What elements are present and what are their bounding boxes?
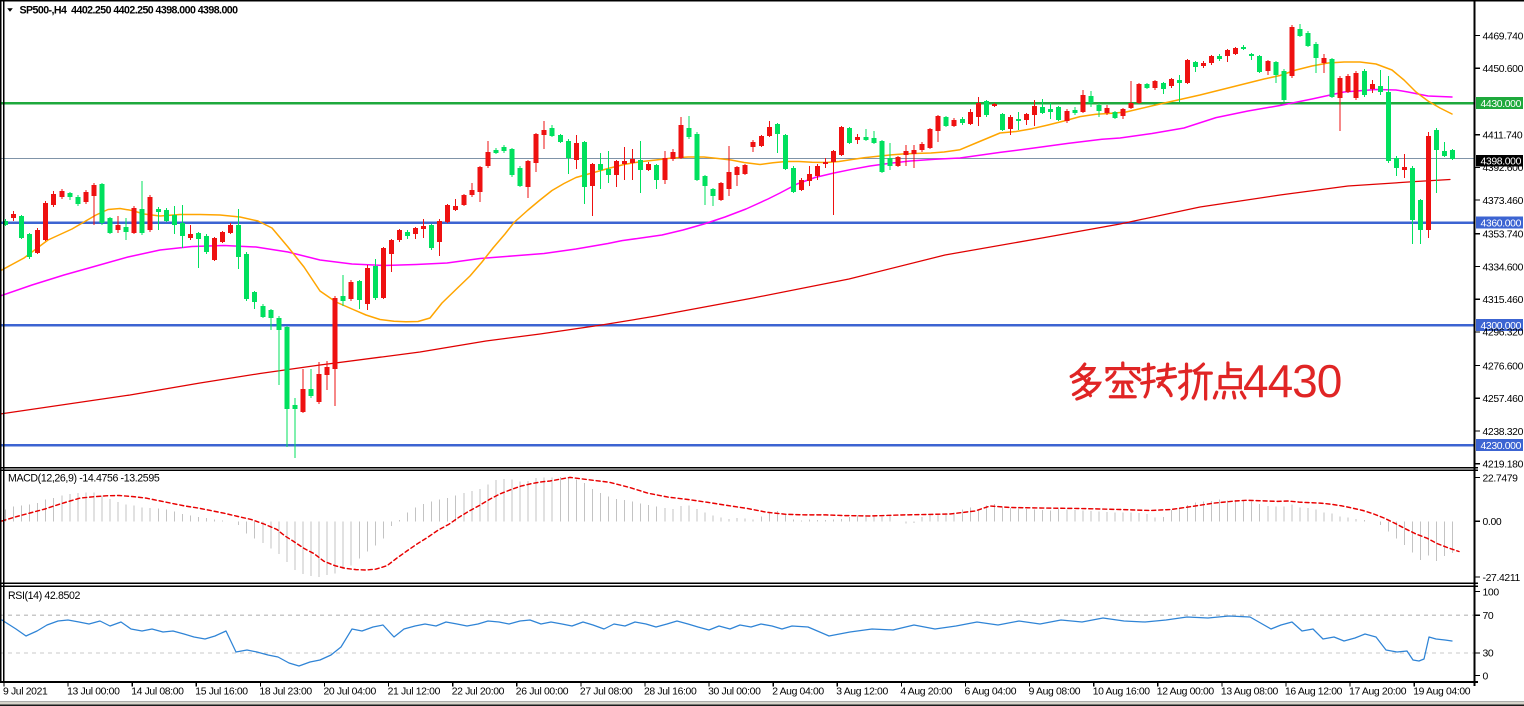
svg-text:SP500-,H4 4402.250 4402.250 4: SP500-,H4 4402.250 4402.250 4398.000 439… bbox=[20, 5, 239, 17]
svg-text:9 Jul 2021: 9 Jul 2021 bbox=[3, 687, 48, 698]
svg-text:RSI(14) 42.8502: RSI(14) 42.8502 bbox=[8, 590, 81, 602]
svg-text:4398.000: 4398.000 bbox=[1481, 157, 1522, 168]
svg-text:2 Aug 04:00: 2 Aug 04:00 bbox=[772, 687, 824, 698]
svg-text:4230.000: 4230.000 bbox=[1481, 441, 1522, 452]
svg-text:19 Aug 04:00: 19 Aug 04:00 bbox=[1413, 687, 1471, 698]
svg-text:27 Jul 08:00: 27 Jul 08:00 bbox=[580, 687, 633, 698]
svg-text:6 Aug 04:00: 6 Aug 04:00 bbox=[965, 687, 1017, 698]
svg-text:4469.740: 4469.740 bbox=[1483, 31, 1524, 42]
svg-text:13 Jul 00:00: 13 Jul 00:00 bbox=[67, 687, 120, 698]
svg-text:30: 30 bbox=[1483, 649, 1494, 660]
svg-text:28 Jul 16:00: 28 Jul 16:00 bbox=[644, 687, 697, 698]
svg-text:26 Jul 00:00: 26 Jul 00:00 bbox=[516, 687, 569, 698]
svg-text:4276.600: 4276.600 bbox=[1483, 361, 1524, 372]
svg-text:4353.740: 4353.740 bbox=[1483, 230, 1524, 241]
svg-text:4360.000: 4360.000 bbox=[1481, 218, 1522, 229]
svg-text:15 Jul 16:00: 15 Jul 16:00 bbox=[195, 687, 248, 698]
svg-text:MACD(12,26,9) -14.4756 -13.259: MACD(12,26,9) -14.4756 -13.2595 bbox=[8, 473, 160, 485]
svg-text:4450.600: 4450.600 bbox=[1483, 64, 1524, 75]
svg-text:4392.600: 4392.600 bbox=[1483, 163, 1524, 174]
svg-text:20 Jul 04:00: 20 Jul 04:00 bbox=[324, 687, 377, 698]
svg-text:4300.000: 4300.000 bbox=[1481, 321, 1522, 332]
svg-text:3 Aug 12:00: 3 Aug 12:00 bbox=[836, 687, 888, 698]
svg-text:21 Jul 12:00: 21 Jul 12:00 bbox=[388, 687, 441, 698]
svg-text:30 Jul 00:00: 30 Jul 00:00 bbox=[708, 687, 761, 698]
svg-text:4238.320: 4238.320 bbox=[1483, 427, 1524, 438]
svg-text:70: 70 bbox=[1483, 611, 1494, 622]
svg-text:17 Aug 20:00: 17 Aug 20:00 bbox=[1349, 687, 1407, 698]
svg-text:4430: 4430 bbox=[1243, 355, 1341, 407]
svg-text:4296.320: 4296.320 bbox=[1483, 328, 1524, 339]
svg-text:4315.460: 4315.460 bbox=[1483, 295, 1524, 306]
svg-text:100: 100 bbox=[1483, 587, 1500, 598]
svg-text:22.7479: 22.7479 bbox=[1483, 473, 1519, 484]
svg-text:18 Jul 23:00: 18 Jul 23:00 bbox=[259, 687, 312, 698]
svg-text:4373.460: 4373.460 bbox=[1483, 196, 1524, 207]
svg-text:0.00: 0.00 bbox=[1483, 517, 1502, 528]
svg-text:22 Jul 20:00: 22 Jul 20:00 bbox=[452, 687, 505, 698]
svg-text:-27.4211: -27.4211 bbox=[1483, 573, 1521, 584]
svg-text:13 Aug 08:00: 13 Aug 08:00 bbox=[1221, 687, 1279, 698]
svg-text:4 Aug 20:00: 4 Aug 20:00 bbox=[900, 687, 952, 698]
svg-text:10 Aug 16:00: 10 Aug 16:00 bbox=[1093, 687, 1151, 698]
svg-text:14 Jul 08:00: 14 Jul 08:00 bbox=[131, 687, 184, 698]
svg-text:12 Aug 00:00: 12 Aug 00:00 bbox=[1157, 687, 1215, 698]
svg-text:4257.460: 4257.460 bbox=[1483, 394, 1524, 405]
svg-text:9 Aug 08:00: 9 Aug 08:00 bbox=[1029, 687, 1081, 698]
svg-text:4430.000: 4430.000 bbox=[1481, 99, 1522, 110]
svg-text:0: 0 bbox=[1483, 671, 1489, 682]
svg-text:16 Aug 12:00: 16 Aug 12:00 bbox=[1285, 687, 1343, 698]
svg-text:4411.740: 4411.740 bbox=[1483, 131, 1523, 142]
svg-text:4219.180: 4219.180 bbox=[1483, 460, 1524, 471]
svg-text:4334.600: 4334.600 bbox=[1483, 262, 1524, 273]
